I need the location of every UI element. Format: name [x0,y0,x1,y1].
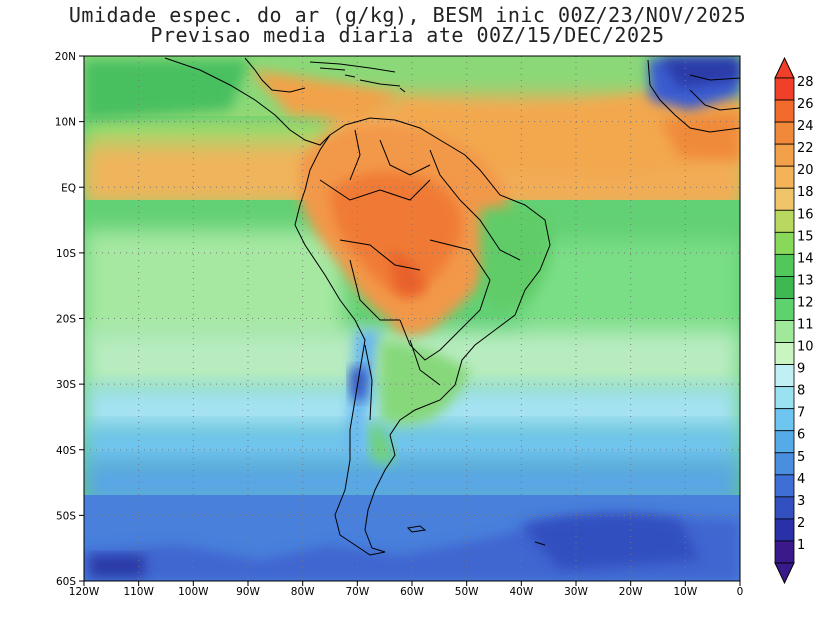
lon-tick-label: 0 [737,586,744,598]
colorbar-label: 4 [797,472,805,487]
colorbar-label: 5 [797,450,805,465]
colorbar-swatch [774,320,795,343]
lat-tick-label: 10S [56,248,76,260]
colorbar-label: 18 [797,185,814,200]
colorbar-label: 6 [797,428,805,443]
colorbar-label: 16 [797,207,814,222]
colorbar-swatch [774,342,795,365]
lon-tick-label: 90W [236,586,260,598]
colorbar-swatch [774,364,795,388]
lon-tick-label: 20W [619,586,643,598]
colorbar-swatch [774,276,795,299]
colorbar-min-arrow [774,562,795,585]
colorbar-label: 7 [797,406,805,421]
colorbar-label: 15 [797,229,814,244]
colorbar: 28 26 24 22 20 18 16 15 14 13 12 11 10 9 8 7 6 5 4 3 2 1 [774,56,814,585]
lat-tick-label: 20N [55,51,76,63]
colorbar-swatch [774,121,795,145]
colorbar-swatch [774,386,795,410]
colorbar-label: 9 [797,362,805,377]
lon-tick-label: 120W [69,586,100,598]
colorbar-label: 3 [797,494,805,509]
lon-tick-label: 60W [400,586,424,598]
graticule [84,56,740,581]
colorbar-label: 28 [797,75,814,90]
colorbar-swatch [774,452,795,476]
colorbar-label: 10 [797,340,814,355]
lat-tick-label: 30S [56,379,76,391]
lon-tick-label: 110W [123,586,154,598]
colorbar-swatch [774,540,795,564]
lon-tick-label: 30W [564,586,588,598]
colorbar-swatch [774,518,795,542]
colorbar-swatch [774,253,795,277]
coastlines [164,57,741,556]
colorbar-label: 26 [797,97,814,112]
map-subtitle: Previsao media diaria ate 00Z/15/DEC/202… [150,23,665,47]
lon-tick-label: 40W [509,586,533,598]
colorbar-label: 1 [797,538,805,553]
colorbar-swatch [774,99,795,123]
lon-tick-label: 70W [345,586,369,598]
colorbar-label: 20 [797,163,814,178]
colorbar-max-arrow [774,56,795,79]
colorbar-swatch [774,474,795,498]
colorbar-swatch [774,231,795,255]
colorbar-swatch [774,408,795,432]
colorbar-swatch [774,298,795,321]
colorbar-swatch [774,143,795,167]
lat-tick-label: 50S [56,510,76,522]
lon-tick-label: 80W [291,586,315,598]
colorbar-label: 24 [797,119,814,134]
colorbar-swatch [774,209,795,233]
lat-tick-label: 20S [56,314,76,326]
colorbar-swatch [774,165,795,189]
lat-tick-label: 10N [55,117,76,129]
colorbar-swatch [774,496,795,520]
colorbar-label: 8 [797,384,805,399]
colorbar-label: 2 [797,516,805,531]
colorbar-swatch [774,187,795,211]
colorbar-label: 12 [797,295,814,310]
lon-tick-label: 10W [673,586,697,598]
lon-tick-label: 50W [455,586,479,598]
colorbar-label: 14 [797,251,814,266]
lat-tick-label: 60S [56,576,76,588]
colorbar-label: 22 [797,141,814,156]
lat-tick-label: 40S [56,445,76,457]
map-title: Umidade espec. do ar (g/kg), BESM inic 0… [68,3,747,27]
colorbar-label: 13 [797,273,814,288]
lon-tick-label: 100W [178,586,209,598]
colorbar-swatch [774,77,795,101]
lat-tick-label: EQ [61,182,76,194]
colorbar-swatch [774,430,795,454]
colorbar-label: 11 [797,318,814,333]
